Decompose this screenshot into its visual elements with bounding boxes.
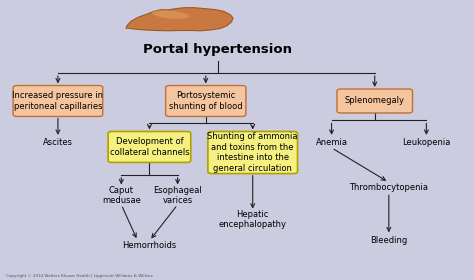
Polygon shape: [126, 8, 233, 31]
Text: Bleeding: Bleeding: [370, 236, 408, 245]
Text: Development of
collateral channels: Development of collateral channels: [109, 137, 189, 157]
Text: Esophageal
varices: Esophageal varices: [153, 186, 202, 206]
FancyBboxPatch shape: [13, 85, 103, 116]
Text: Copyright © 2014 Wolters Kluwer Health | Lippincott Williams & Wilkins: Copyright © 2014 Wolters Kluwer Health |…: [6, 274, 153, 278]
FancyBboxPatch shape: [165, 85, 246, 116]
Text: Portosystemic
shunting of blood: Portosystemic shunting of blood: [169, 91, 243, 111]
Text: Hemorrhoids: Hemorrhoids: [122, 241, 177, 250]
Text: Increased pressure in
peritoneal capillaries: Increased pressure in peritoneal capilla…: [12, 91, 103, 111]
Text: Caput
medusae: Caput medusae: [102, 186, 141, 206]
Ellipse shape: [152, 10, 189, 19]
Text: Anemia: Anemia: [316, 138, 347, 147]
FancyBboxPatch shape: [337, 89, 412, 113]
Text: Thrombocytopenia: Thrombocytopenia: [349, 183, 428, 192]
Text: Shunting of ammonia
and toxins from the
intestine into the
general circulation: Shunting of ammonia and toxins from the …: [208, 132, 298, 173]
FancyBboxPatch shape: [108, 132, 191, 162]
Text: Ascites: Ascites: [43, 138, 73, 147]
Text: Splenomegaly: Splenomegaly: [345, 97, 405, 106]
Text: Leukopenia: Leukopenia: [402, 138, 451, 147]
Text: Hepatic
encephalopathy: Hepatic encephalopathy: [219, 210, 287, 229]
Text: Portal hypertension: Portal hypertension: [143, 43, 292, 56]
FancyBboxPatch shape: [208, 132, 298, 174]
